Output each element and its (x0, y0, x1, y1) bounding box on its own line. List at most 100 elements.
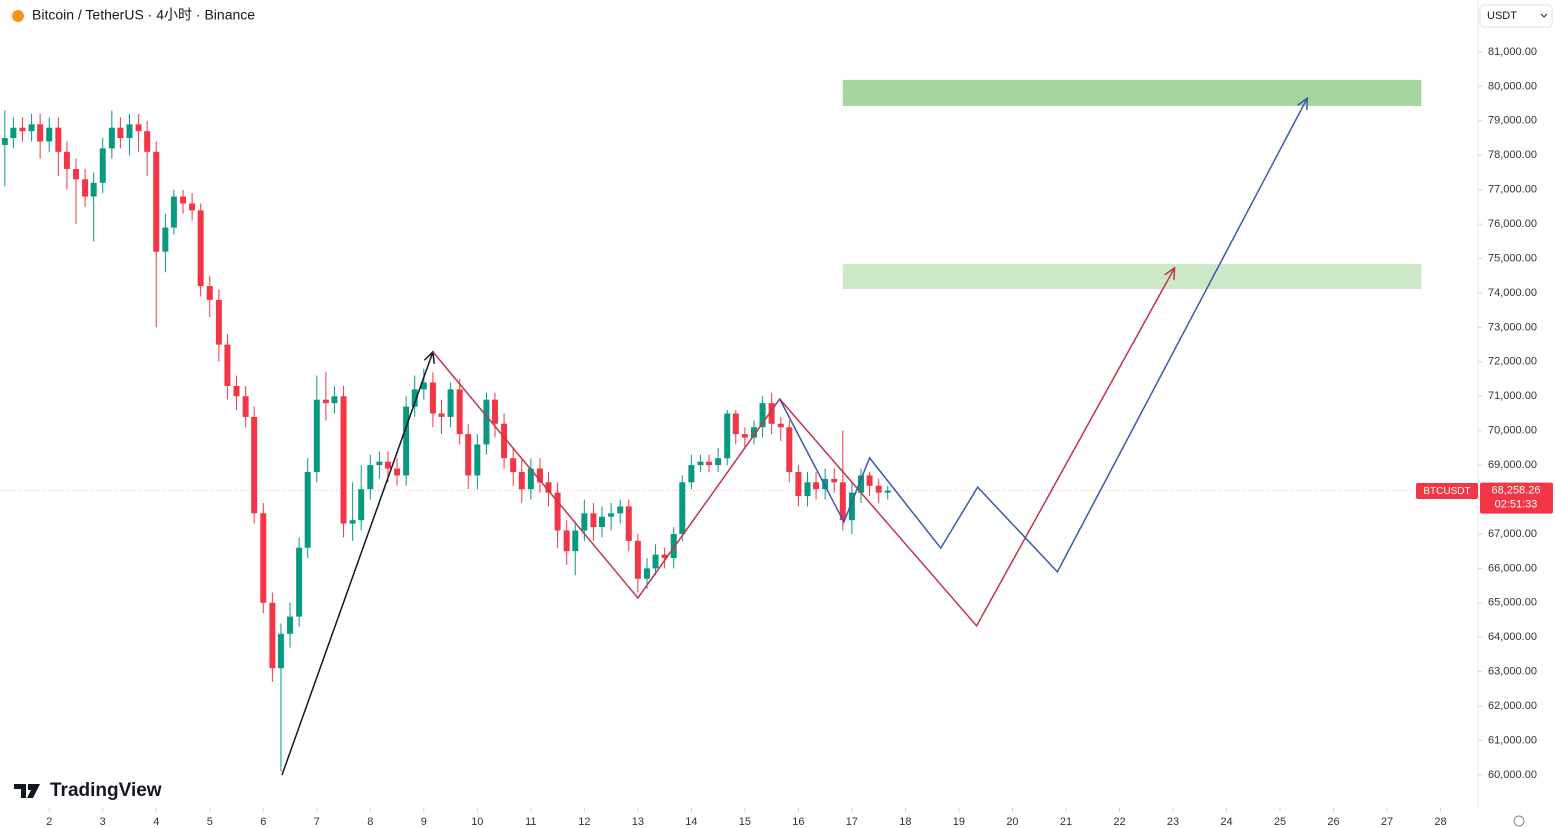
candle-body (55, 127, 62, 152)
price-tag: 68,258.26 (1492, 485, 1541, 497)
y-tick-label: 60,000.00 (1488, 769, 1537, 781)
x-tick-label: 28 (1434, 816, 1446, 828)
candle-body (429, 382, 436, 414)
candle-body (82, 179, 89, 197)
candle-body (394, 468, 401, 476)
candle-body (813, 482, 820, 490)
candle-body (144, 131, 151, 152)
y-tick-label: 69,000.00 (1488, 459, 1537, 471)
candle-body (277, 633, 284, 669)
y-tick-label: 66,000.00 (1488, 562, 1537, 574)
x-tick-label: 23 (1167, 816, 1179, 828)
settings-icon[interactable] (1513, 815, 1525, 827)
candle-body (831, 478, 838, 483)
candle-body (403, 406, 410, 476)
candle-body (670, 533, 677, 559)
x-tick-label: 27 (1381, 816, 1393, 828)
candle-body (269, 602, 276, 669)
y-tick-label: 78,000.00 (1488, 149, 1537, 161)
candle-body (804, 482, 811, 497)
dropdown-caret (1540, 13, 1548, 18)
currency-select[interactable] (1479, 4, 1553, 28)
candle-body (875, 485, 882, 493)
y-tick-label: 61,000.00 (1488, 734, 1537, 746)
candle-body (634, 540, 641, 579)
candle-body (652, 554, 659, 569)
candle-body (420, 382, 427, 390)
trend-drawing (779, 97, 1308, 574)
candle-body (108, 127, 115, 149)
x-tick-label: 26 (1327, 816, 1339, 828)
candle-body (349, 520, 356, 524)
x-tick-label: 19 (953, 816, 965, 828)
candle-body (884, 490, 891, 493)
x-tick-label: 18 (899, 816, 911, 828)
candle-body (715, 458, 722, 466)
y-tick-label: 73,000.00 (1488, 321, 1537, 333)
x-tick-label: 9 (421, 816, 427, 828)
x-tick-label: 20 (1006, 816, 1018, 828)
logo: TradingView (14, 780, 162, 801)
candle-body (384, 461, 391, 469)
x-tick-label: 4 (153, 816, 159, 828)
candle-body (376, 461, 383, 466)
y-tick-label: 74,000.00 (1488, 287, 1537, 299)
candle-body (501, 423, 508, 459)
arrow-head (1297, 96, 1309, 111)
candle-body (527, 468, 534, 490)
candle-body (465, 434, 472, 476)
candle-body (795, 471, 802, 497)
candle-body (126, 124, 133, 139)
candle-body (768, 403, 775, 424)
candle-body (197, 210, 204, 287)
y-tick-label: 63,000.00 (1488, 666, 1537, 678)
x-tick-label: 17 (846, 816, 858, 828)
y-tick-label: 62,000.00 (1488, 700, 1537, 712)
x-tick-label: 22 (1113, 816, 1125, 828)
y-tick-label: 72,000.00 (1488, 356, 1537, 368)
candle-body (554, 492, 561, 531)
x-tick-label: 5 (207, 816, 213, 828)
y-tick-label: 67,000.00 (1488, 528, 1537, 540)
candle-body (447, 389, 454, 417)
y-tick-label: 64,000.00 (1488, 631, 1537, 643)
candle-body (251, 416, 258, 514)
symbol-tag: BTCUSDT (1423, 486, 1470, 497)
candle-body (99, 148, 106, 183)
x-tick-label: 16 (792, 816, 804, 828)
candle-body (411, 389, 418, 407)
candle-body (206, 286, 213, 300)
candle-body (322, 399, 329, 404)
candle-body (135, 124, 142, 132)
candle-body (750, 427, 757, 438)
candle-body (822, 478, 829, 490)
x-tick-label: 21 (1060, 816, 1072, 828)
currency-label[interactable]: USDT (1487, 10, 1517, 22)
y-tick-label: 71,000.00 (1488, 390, 1537, 402)
candle-body (72, 169, 79, 180)
candle-body (358, 489, 365, 521)
symbol-tag-box (1416, 483, 1478, 499)
target-zone (842, 264, 1422, 290)
candle-body (313, 399, 320, 472)
arrow-head (1164, 266, 1176, 280)
candle-body (581, 513, 588, 531)
candle-body (741, 434, 748, 438)
x-tick-label: 2 (46, 816, 52, 828)
candle-body (90, 182, 97, 197)
candle-body (46, 127, 53, 142)
candle-body (510, 458, 517, 472)
y-tick-label: 79,000.00 (1488, 115, 1537, 127)
candle-body (732, 413, 739, 435)
candle-body (617, 506, 624, 514)
candle-body (189, 203, 196, 211)
candle-body (242, 396, 249, 417)
x-tick-label: 13 (632, 816, 644, 828)
y-tick-label: 81,000.00 (1488, 46, 1537, 58)
y-tick-label: 75,000.00 (1488, 252, 1537, 264)
candle-body (839, 482, 846, 521)
candle-body (233, 385, 240, 397)
candle-body (697, 461, 704, 466)
